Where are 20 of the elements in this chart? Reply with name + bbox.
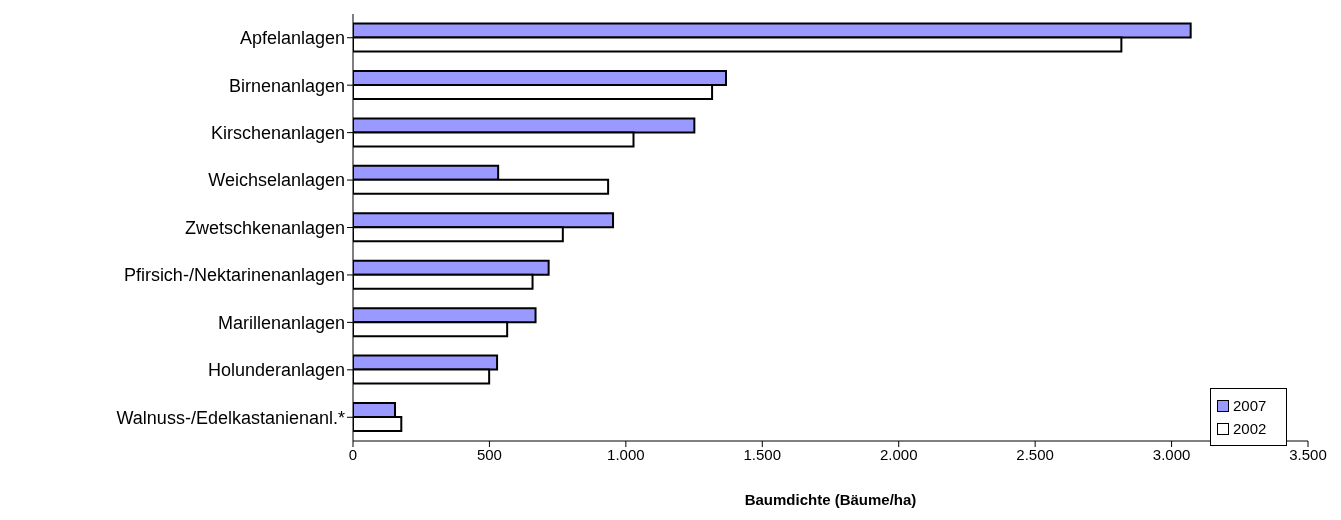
x-tick-label: 2.000: [879, 445, 918, 463]
y-tick-label: Kirschenanlagen: [210, 123, 345, 143]
legend-label: 2002: [1233, 419, 1267, 439]
y-tick-label: Marillenanlagen: [217, 312, 345, 333]
x-tick-label: 3.000: [1152, 445, 1191, 463]
x-tick-label: 2.500: [1016, 445, 1054, 463]
y-tick-label: Zwetschkenanlagen: [184, 217, 345, 238]
x-tick-label: 500: [476, 445, 502, 463]
y-tick-label: Pfirsich-/Nektarinenanlagen: [123, 265, 345, 286]
y-tick-label: Birnenanlagen: [228, 75, 345, 96]
y-tick-label: Holunderanlagen: [207, 360, 345, 381]
x-tick-label: 1.000: [607, 445, 645, 463]
y-tick-label: Weichselanlagen: [208, 170, 345, 191]
x-tick-label: 0: [348, 445, 358, 463]
legend-label: 2007: [1233, 396, 1267, 416]
x-tick-label: 3.500: [1289, 445, 1327, 463]
x-tick-label: 1.500: [743, 445, 782, 463]
y-tick-label: Walnuss-/Edelkastanienanl.*: [116, 407, 345, 428]
x-axis-title: Baumdichte (Bäume/ha): [744, 491, 917, 508]
y-tick-label: Apfelanlagen: [239, 28, 345, 49]
